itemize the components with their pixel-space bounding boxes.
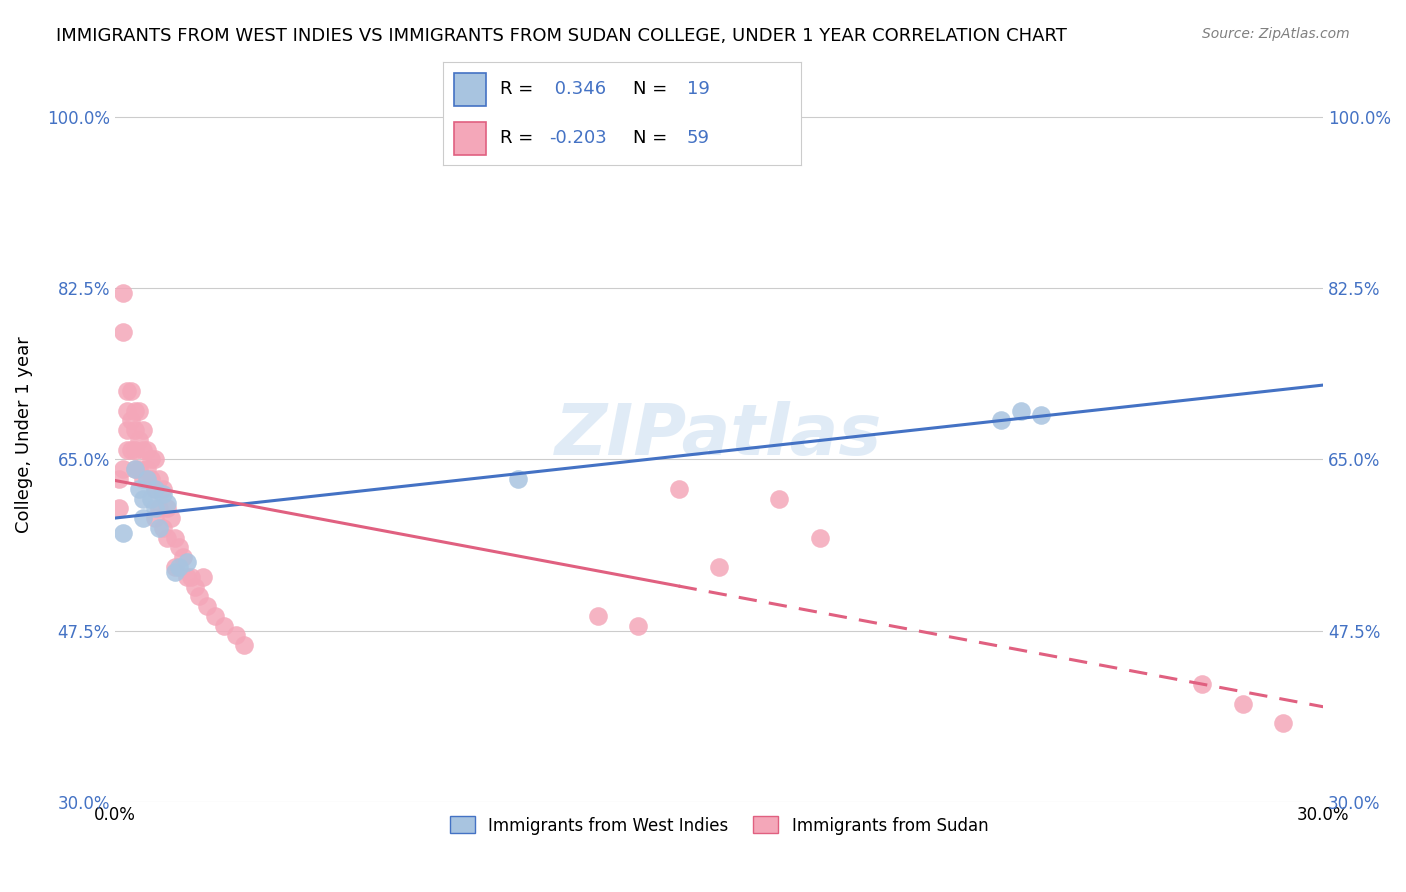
Point xyxy=(143,511,166,525)
Point xyxy=(990,413,1012,427)
Text: 19: 19 xyxy=(686,80,710,98)
Point xyxy=(152,482,174,496)
Point xyxy=(152,486,174,500)
Point xyxy=(111,462,134,476)
Point xyxy=(1271,716,1294,731)
Point xyxy=(193,570,215,584)
Point xyxy=(136,472,159,486)
Point xyxy=(136,442,159,457)
Text: R =: R = xyxy=(501,80,540,98)
Point xyxy=(668,482,690,496)
Point xyxy=(188,590,211,604)
Point xyxy=(124,462,146,476)
Point xyxy=(132,423,155,437)
Text: N =: N = xyxy=(633,80,673,98)
Point xyxy=(152,521,174,535)
Text: Source: ZipAtlas.com: Source: ZipAtlas.com xyxy=(1202,27,1350,41)
Point xyxy=(156,531,179,545)
Point xyxy=(107,501,129,516)
Point xyxy=(167,541,190,555)
Point xyxy=(120,413,142,427)
Point xyxy=(156,496,179,510)
Point xyxy=(506,472,529,486)
Point xyxy=(768,491,790,506)
Point xyxy=(124,462,146,476)
Point xyxy=(128,403,150,417)
Point xyxy=(132,491,155,506)
Text: N =: N = xyxy=(633,129,673,147)
Point xyxy=(808,531,831,545)
Text: IMMIGRANTS FROM WEST INDIES VS IMMIGRANTS FROM SUDAN COLLEGE, UNDER 1 YEAR CORRE: IMMIGRANTS FROM WEST INDIES VS IMMIGRANT… xyxy=(56,27,1067,45)
Point xyxy=(128,462,150,476)
Point xyxy=(176,555,198,569)
Point xyxy=(111,286,134,301)
Point xyxy=(128,433,150,447)
Point xyxy=(111,525,134,540)
Text: 59: 59 xyxy=(686,129,710,147)
FancyBboxPatch shape xyxy=(454,73,486,105)
Text: 0.346: 0.346 xyxy=(548,80,606,98)
FancyBboxPatch shape xyxy=(454,122,486,155)
Point xyxy=(115,384,138,398)
Text: R =: R = xyxy=(501,129,540,147)
Point xyxy=(132,442,155,457)
Point xyxy=(143,482,166,496)
Point xyxy=(148,472,170,486)
Point xyxy=(115,442,138,457)
Legend: Immigrants from West Indies, Immigrants from Sudan: Immigrants from West Indies, Immigrants … xyxy=(440,806,998,845)
Point xyxy=(120,442,142,457)
Point xyxy=(167,560,190,574)
Y-axis label: College, Under 1 year: College, Under 1 year xyxy=(15,336,32,533)
Point xyxy=(160,511,183,525)
Point xyxy=(232,638,254,652)
Point xyxy=(176,570,198,584)
Point xyxy=(124,442,146,457)
Point xyxy=(586,608,609,623)
Point xyxy=(111,326,134,340)
Point xyxy=(184,580,207,594)
Point xyxy=(139,472,162,486)
Point xyxy=(132,511,155,525)
Point xyxy=(143,452,166,467)
Point xyxy=(143,482,166,496)
Point xyxy=(124,423,146,437)
Point xyxy=(132,472,155,486)
Point xyxy=(165,531,187,545)
Point xyxy=(172,550,194,565)
Point xyxy=(107,472,129,486)
Point xyxy=(212,618,235,632)
Point xyxy=(197,599,219,613)
Point xyxy=(165,565,187,579)
Point xyxy=(148,501,170,516)
Point xyxy=(204,608,226,623)
Point xyxy=(165,560,187,574)
Point xyxy=(115,403,138,417)
Point xyxy=(1010,403,1032,417)
Point xyxy=(139,491,162,506)
Point xyxy=(120,384,142,398)
Point xyxy=(1191,677,1213,691)
Point xyxy=(156,501,179,516)
Point xyxy=(124,403,146,417)
Point xyxy=(136,462,159,476)
Point xyxy=(1232,697,1254,711)
Text: -0.203: -0.203 xyxy=(548,129,606,147)
Point xyxy=(139,452,162,467)
Point xyxy=(627,618,650,632)
Point xyxy=(180,570,202,584)
Point xyxy=(225,628,247,642)
Point xyxy=(707,560,730,574)
Point xyxy=(148,521,170,535)
Text: ZIPatlas: ZIPatlas xyxy=(555,401,883,469)
Point xyxy=(115,423,138,437)
Point xyxy=(1031,409,1053,423)
Point xyxy=(128,482,150,496)
Point xyxy=(143,501,166,516)
